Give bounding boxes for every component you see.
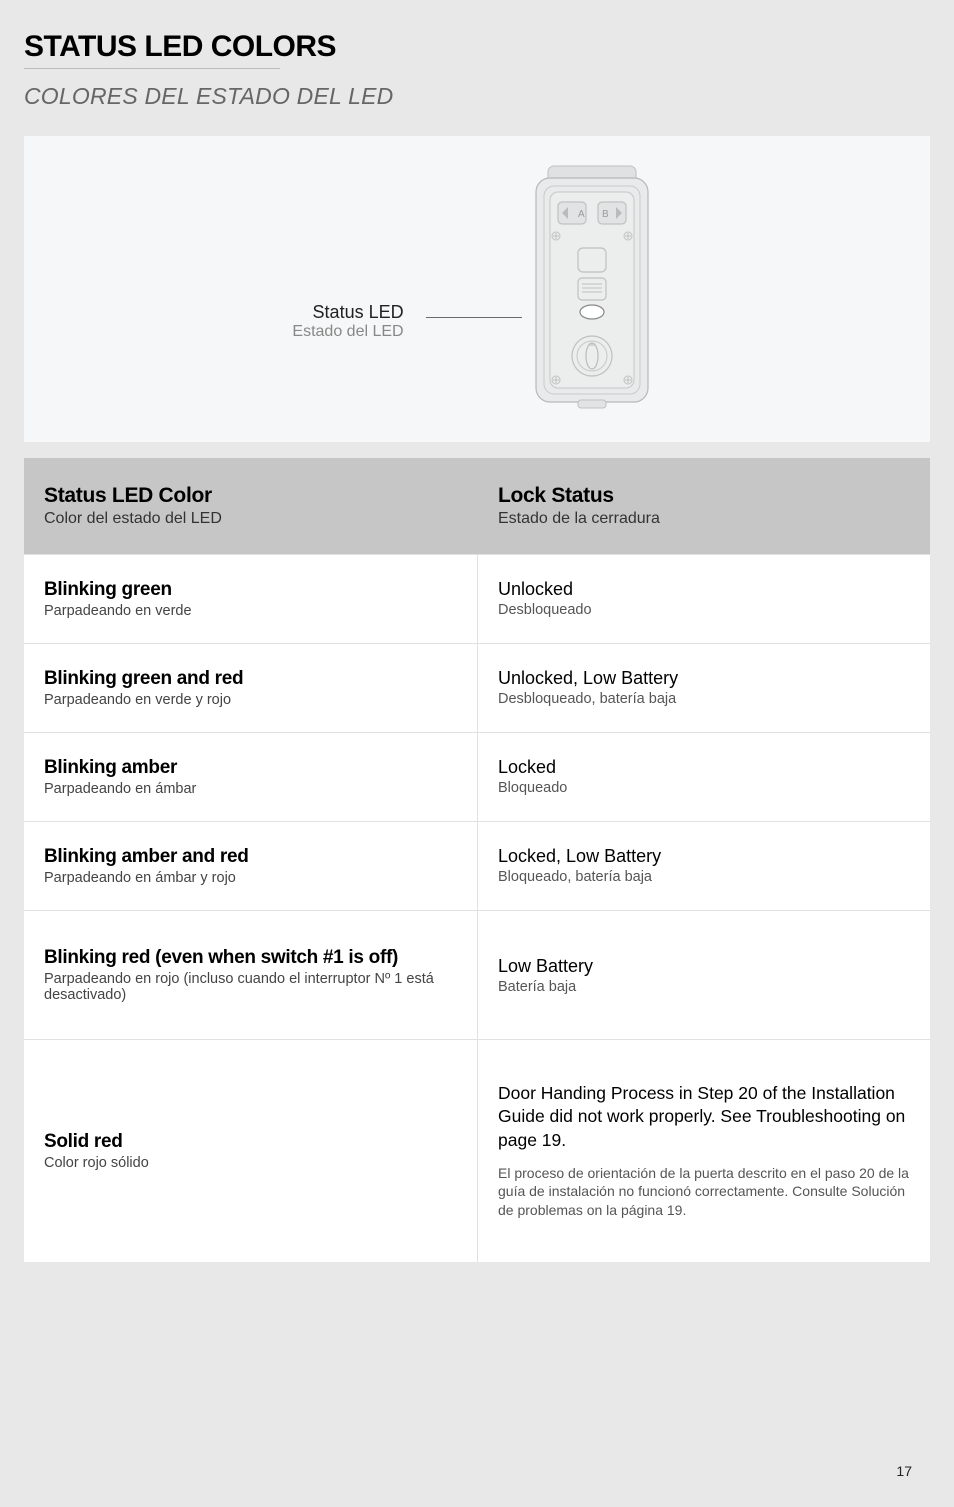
header-status-en: Lock Status (498, 484, 910, 508)
status-es: El proceso de orientación de la puerta d… (498, 1164, 910, 1220)
cell-status: Unlocked Desbloqueado (477, 555, 930, 643)
status-en: Locked (498, 757, 910, 778)
color-en: Blinking red (even when switch #1 is off… (44, 947, 457, 969)
color-es: Color rojo sólido (44, 1155, 457, 1171)
status-es: Desbloqueado (498, 602, 910, 618)
status-es: Bloqueado (498, 780, 910, 796)
status-en: Locked, Low Battery (498, 846, 910, 867)
status-es: Desbloqueado, batería baja (498, 691, 910, 707)
color-es: Parpadeando en verde (44, 603, 457, 619)
cell-status: Locked, Low Battery Bloqueado, batería b… (477, 822, 930, 910)
color-es: Parpadeando en ámbar (44, 781, 457, 797)
cell-color: Blinking amber Parpadeando en ámbar (24, 733, 477, 821)
header-color-en: Status LED Color (44, 484, 457, 508)
cell-status: Door Handing Process in Step 20 of the I… (477, 1040, 930, 1262)
lock-device-illustration: A B (522, 162, 662, 412)
header-status-es: Estado de la cerradura (498, 510, 910, 528)
table-row: Blinking amber Parpadeando en ámbar Lock… (24, 733, 930, 822)
cell-status: Low Battery Batería baja (477, 911, 930, 1039)
svg-text:A: A (578, 209, 585, 220)
table-row: Blinking green Parpadeando en verde Unlo… (24, 555, 930, 644)
svg-text:B: B (602, 209, 609, 220)
illustration-label-es: Estado del LED (292, 323, 403, 341)
color-en: Solid red (44, 1131, 457, 1153)
status-es: Batería baja (498, 979, 910, 995)
page-title-en: STATUS LED COLORS (24, 30, 930, 64)
illustration-label: Status LED Estado del LED (292, 302, 403, 341)
cell-color: Blinking amber and red Parpadeando en ám… (24, 822, 477, 910)
color-es: Parpadeando en ámbar y rojo (44, 870, 457, 886)
table-row: Blinking red (even when switch #1 is off… (24, 911, 930, 1040)
status-en: Door Handing Process in Step 20 of the I… (498, 1082, 910, 1152)
cell-status: Unlocked, Low Battery Desbloqueado, bate… (477, 644, 930, 732)
color-es: Parpadeando en rojo (incluso cuando el i… (44, 971, 457, 1003)
table-row: Solid red Color rojo sólido Door Handing… (24, 1040, 930, 1262)
cell-color: Blinking red (even when switch #1 is off… (24, 911, 477, 1039)
status-en: Unlocked, Low Battery (498, 668, 910, 689)
header-color-es: Color del estado del LED (44, 510, 457, 528)
label-connector-line (426, 317, 522, 318)
status-en: Unlocked (498, 579, 910, 600)
color-en: Blinking green and red (44, 668, 457, 690)
illustration-label-en: Status LED (292, 302, 403, 323)
table-header-row: Status LED Color Color del estado del LE… (24, 458, 930, 555)
table-row: Blinking green and red Parpadeando en ve… (24, 644, 930, 733)
status-table: Status LED Color Color del estado del LE… (24, 458, 930, 1262)
table-row: Blinking amber and red Parpadeando en ám… (24, 822, 930, 911)
page-title-es: COLORES DEL ESTADO DEL LED (24, 83, 930, 110)
title-underline (24, 68, 280, 69)
color-en: Blinking amber and red (44, 846, 457, 868)
header-color: Status LED Color Color del estado del LE… (24, 458, 477, 554)
color-en: Blinking amber (44, 757, 457, 779)
cell-color: Blinking green and red Parpadeando en ve… (24, 644, 477, 732)
page-number: 17 (896, 1463, 912, 1479)
color-es: Parpadeando en verde y rojo (44, 692, 457, 708)
cell-color: Blinking green Parpadeando en verde (24, 555, 477, 643)
header-status: Lock Status Estado de la cerradura (477, 458, 930, 554)
color-en: Blinking green (44, 579, 457, 601)
cell-color: Solid red Color rojo sólido (24, 1040, 477, 1262)
status-es: Bloqueado, batería baja (498, 869, 910, 885)
status-en: Low Battery (498, 956, 910, 977)
illustration-panel: Status LED Estado del LED A B (24, 136, 930, 442)
cell-status: Locked Bloqueado (477, 733, 930, 821)
